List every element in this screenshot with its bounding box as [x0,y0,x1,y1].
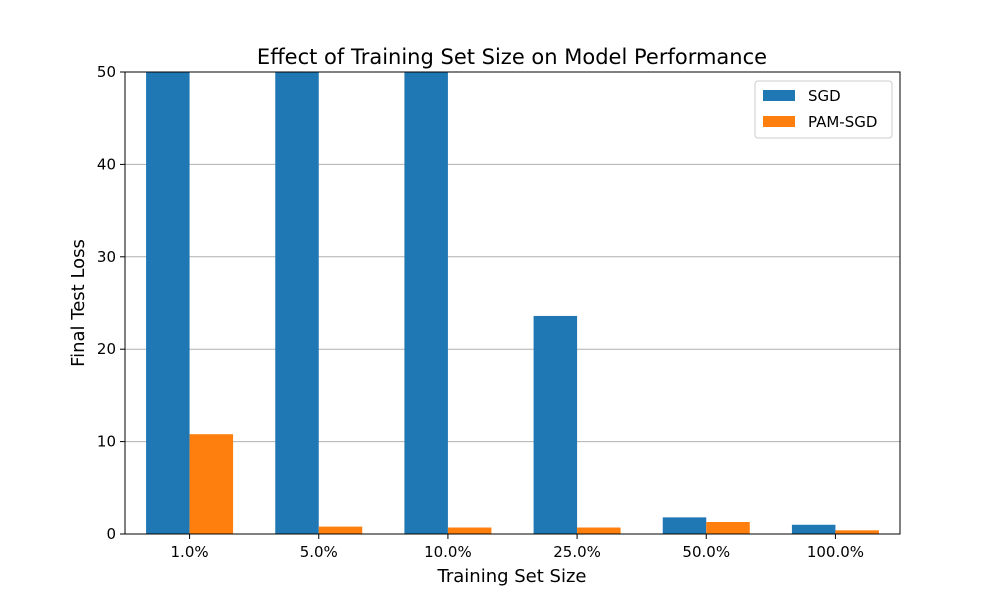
bar-pam-sgd-3 [577,527,621,534]
bar-sgd-5 [791,524,836,534]
y-tick-label: 30 [97,248,116,266]
bar-sgd-4 [662,517,707,534]
bar-pam-sgd-4 [706,521,750,534]
plot-frame [124,71,901,535]
x-tick-label: 10.0% [424,543,472,561]
x-ticks: 1.0% 5.0% 10.0% 25.0% 50.0% 100.0% [171,534,864,561]
bar-pam-sgd-0 [189,434,234,534]
x-axis-title: Training Set Size [437,566,587,587]
x-tick-label: 1.0% [171,543,209,561]
x-tick-label: 25.0% [553,543,601,561]
y-axis-title: Final Test Loss [68,239,89,367]
bar-pam-sgd-2 [447,527,492,534]
x-tick-label: 100.0% [807,543,864,561]
bar-sgd-2 [404,72,448,534]
bar-pam-sgd-1 [318,526,363,534]
bar-pam-sgd-5 [835,530,879,534]
y-tick-label: 10 [97,433,116,451]
bar-sgd-1 [275,72,319,534]
legend-swatch-pam-sgd [763,116,795,127]
bars [146,72,879,534]
x-tick-label: 5.0% [300,543,338,561]
x-tick-label: 50.0% [682,543,730,561]
legend-swatch-sgd [763,90,795,101]
y-tick-label: 20 [97,340,116,358]
legend-label-sgd: SGD [808,87,841,105]
y-tick-label: 0 [106,525,116,543]
y-ticks: 0 10 20 30 40 50 [97,63,125,543]
legend-label-pam-sgd: PAM-SGD [808,113,877,131]
chart-title: Effect of Training Set Size on Model Per… [257,45,767,69]
bar-sgd-0 [146,72,190,534]
bar-sgd-3 [533,315,578,534]
legend: SGD PAM-SGD [754,80,893,139]
gridlines [125,163,900,443]
y-tick-label: 40 [97,155,116,173]
y-tick-label: 50 [97,63,116,81]
